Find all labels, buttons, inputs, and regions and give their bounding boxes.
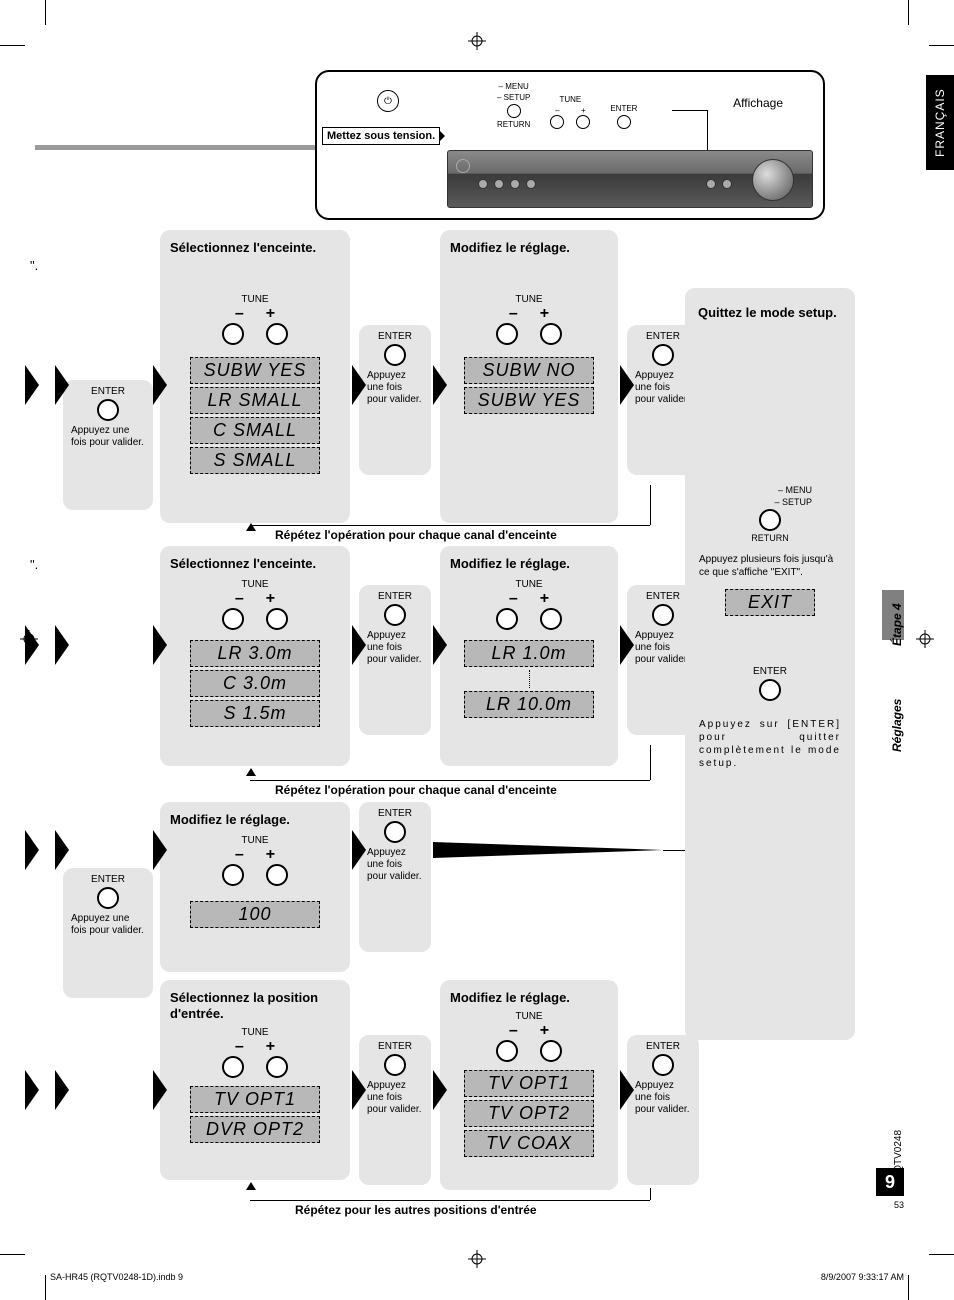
reg-bottom <box>468 1250 486 1268</box>
arrow-icon <box>153 625 167 665</box>
display-value: LR 1.0m <box>464 640 594 667</box>
enter-button <box>97 399 119 421</box>
modify-panel-r2: Modifiez le réglage. TUNE –+ LR 1.0m LR … <box>440 546 618 766</box>
select-panel-r1: Sélectionnez l'enceinte. TUNE –+ SUBW YE… <box>160 230 350 523</box>
display-value: C SMALL <box>190 417 320 444</box>
display-value: LR 10.0m <box>464 691 594 718</box>
small-number: 53 <box>894 1200 904 1210</box>
enter-panel-r4b: ENTER Appuyez une fois pour valider. <box>359 1035 431 1185</box>
display-value: SUBW YES <box>190 357 320 384</box>
arrow-icon <box>352 1070 366 1110</box>
footer-left: SA-HR45 (RQTV0248-1D).indb 9 <box>50 1272 183 1282</box>
enter-panel-r1: ENTER Appuyez une fois pour valider. <box>63 380 153 510</box>
arrow-icon <box>352 365 366 405</box>
press-text: Appuyez une fois pour valider. <box>69 421 147 449</box>
arrow-icon <box>433 1070 447 1110</box>
arrow-icon <box>153 830 167 870</box>
arrow-icon <box>55 365 69 405</box>
arrow-icon <box>153 365 167 405</box>
enter-panel-r4c: ENTER Appuyez une fois pour valider. <box>627 1035 699 1185</box>
display-value: LR 3.0m <box>190 640 320 667</box>
display-value: S SMALL <box>190 447 320 474</box>
quit-panel: Quittez le mode setup. – MENU – SETUP RE… <box>685 288 855 1040</box>
display-value: SUBW YES <box>464 387 594 414</box>
tune-plus <box>540 323 562 345</box>
section-label: Réglages <box>890 690 904 763</box>
arrow-icon <box>620 625 634 665</box>
step-label: Étape 4 <box>890 600 904 653</box>
enter-button <box>652 344 674 366</box>
tune-minus <box>222 323 244 345</box>
footer-right: 8/9/2007 9:33:17 AM <box>821 1272 904 1282</box>
display-value: TV OPT1 <box>464 1070 594 1097</box>
repeat-text: Répétez l'opération pour chaque canal d'… <box>275 528 557 542</box>
panel-title: Sélectionnez l'enceinte. <box>164 234 346 259</box>
select-panel-r2: Sélectionnez l'enceinte. TUNE –+ LR 3.0m… <box>160 546 350 766</box>
arrow-icon <box>352 830 366 870</box>
affichage-label: Affichage <box>733 96 783 110</box>
display-value: S 1.5m <box>190 700 320 727</box>
page-number: 9 <box>876 1168 904 1196</box>
power-callout: Mettez sous tension. <box>322 127 440 145</box>
press-many-text: Appuyez plusieurs fois jusqu'à ce que s'… <box>693 551 847 581</box>
repeat-text: Répétez pour les autres positions d'entr… <box>295 1203 537 1217</box>
display-value: TV OPT2 <box>464 1100 594 1127</box>
menu-button <box>759 509 781 531</box>
tune-minus <box>496 323 518 345</box>
enter-button <box>759 679 781 701</box>
arrow-icon <box>433 625 447 665</box>
modify-panel-r4: Modifiez le réglage. TUNE –+ TV OPT1 TV … <box>440 980 618 1190</box>
lang-tab: FRANÇAIS <box>926 75 954 170</box>
arrow-icon <box>25 365 39 405</box>
display-value: SUBW NO <box>464 357 594 384</box>
display-value: 100 <box>190 901 320 928</box>
arrow-icon <box>620 365 634 405</box>
reg-top <box>468 32 486 50</box>
display-value: TV OPT1 <box>190 1086 320 1113</box>
power-button: ⏻ <box>377 90 399 112</box>
enter-label: ENTER <box>91 386 125 397</box>
arrow-wedge <box>433 842 663 858</box>
reg-right <box>916 630 934 648</box>
modify-panel-r3: Modifiez le réglage. TUNE –+ 100 <box>160 802 350 972</box>
tune-plus <box>266 323 288 345</box>
quit-title: Quittez le mode setup. <box>693 300 847 325</box>
final-text: Appuyez sur [ENTER] pour quitter complèt… <box>693 716 847 772</box>
arrow-icon <box>620 1070 634 1110</box>
display-value: LR SMALL <box>190 387 320 414</box>
display-value: C 3.0m <box>190 670 320 697</box>
enter-panel-r1b: ENTER Appuyez une fois pour valider. <box>359 325 431 475</box>
arrow-icon <box>352 625 366 665</box>
enter-panel-r2b: ENTER Appuyez une fois pour valider. <box>359 585 431 735</box>
arrow-icon <box>55 1070 69 1110</box>
modify-panel-r1: Modifiez le réglage. TUNE –+ SUBW NO SUB… <box>440 230 618 523</box>
arrow-icon <box>153 1070 167 1110</box>
repeat-text: Répétez l'opération pour chaque canal d'… <box>275 783 557 797</box>
page-footer: SA-HR45 (RQTV0248-1D).indb 9 8/9/2007 9:… <box>50 1272 904 1282</box>
exit-display: EXIT <box>725 589 815 616</box>
arrow-icon <box>25 625 39 665</box>
enter-panel-r3b: ENTER Appuyez une fois pour valider. <box>359 802 431 952</box>
display-value: DVR OPT2 <box>190 1116 320 1143</box>
device-illustration: Mettez sous tension. ⏻ – MENU – SETUP RE… <box>315 70 825 220</box>
arrow-icon <box>25 1070 39 1110</box>
enter-panel-r3: ENTER Appuyez une fois pour valider. <box>63 868 153 998</box>
display-value: TV COAX <box>464 1130 594 1157</box>
select-panel-r4: Sélectionnez la position d'entrée. TUNE … <box>160 980 350 1180</box>
arrow-icon <box>55 625 69 665</box>
arrow-icon <box>433 365 447 405</box>
arrow-icon <box>55 830 69 870</box>
enter-button <box>384 344 406 366</box>
arrow-icon <box>25 830 39 870</box>
